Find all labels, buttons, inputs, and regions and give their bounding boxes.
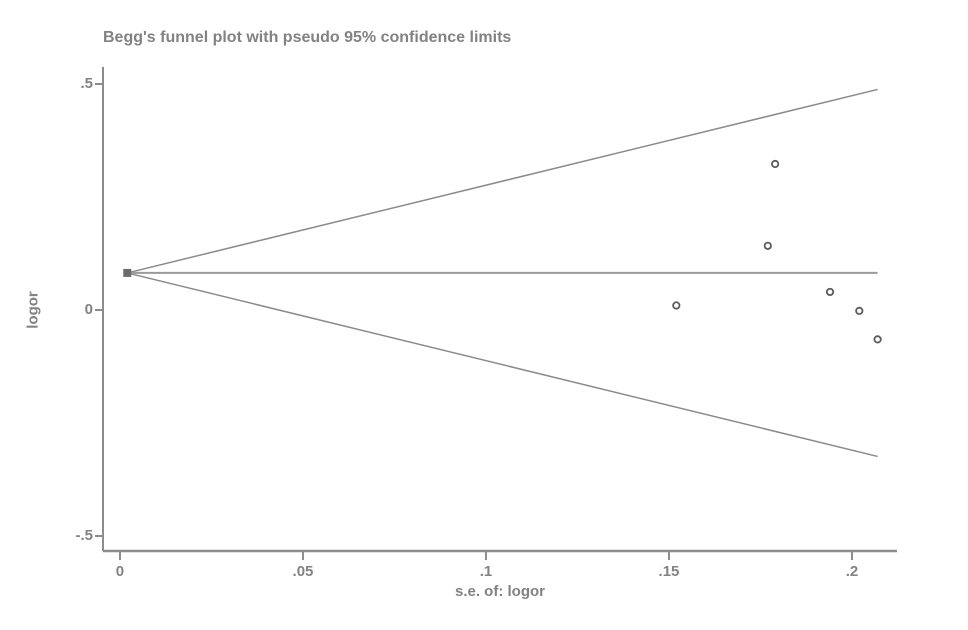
- funnel-upper-limit-line: [127, 88, 878, 274]
- data-point: [771, 159, 780, 169]
- y-tick-label: -.5: [75, 526, 93, 544]
- x-tick-label: 0: [115, 563, 125, 580]
- funnel-apex-marker: [123, 268, 132, 277]
- data-point: [825, 287, 835, 297]
- x-tick-label: .1: [479, 563, 493, 580]
- data-point: [672, 301, 681, 310]
- funnel-lower-limit-line: [127, 272, 878, 458]
- x-tick-label: .15: [658, 563, 680, 580]
- y-tick-label: 0: [84, 300, 93, 318]
- x-tick-label: .05: [292, 563, 314, 580]
- chart-title: Begg's funnel plot with pseudo 95% confi…: [103, 29, 512, 46]
- y-tick-label: .5: [80, 74, 93, 92]
- x-tick-label: .2: [845, 563, 859, 580]
- data-point: [855, 306, 864, 315]
- data-point: [873, 335, 882, 344]
- x-axis-title: s.e. of: logor: [455, 583, 545, 600]
- data-point: [763, 241, 772, 250]
